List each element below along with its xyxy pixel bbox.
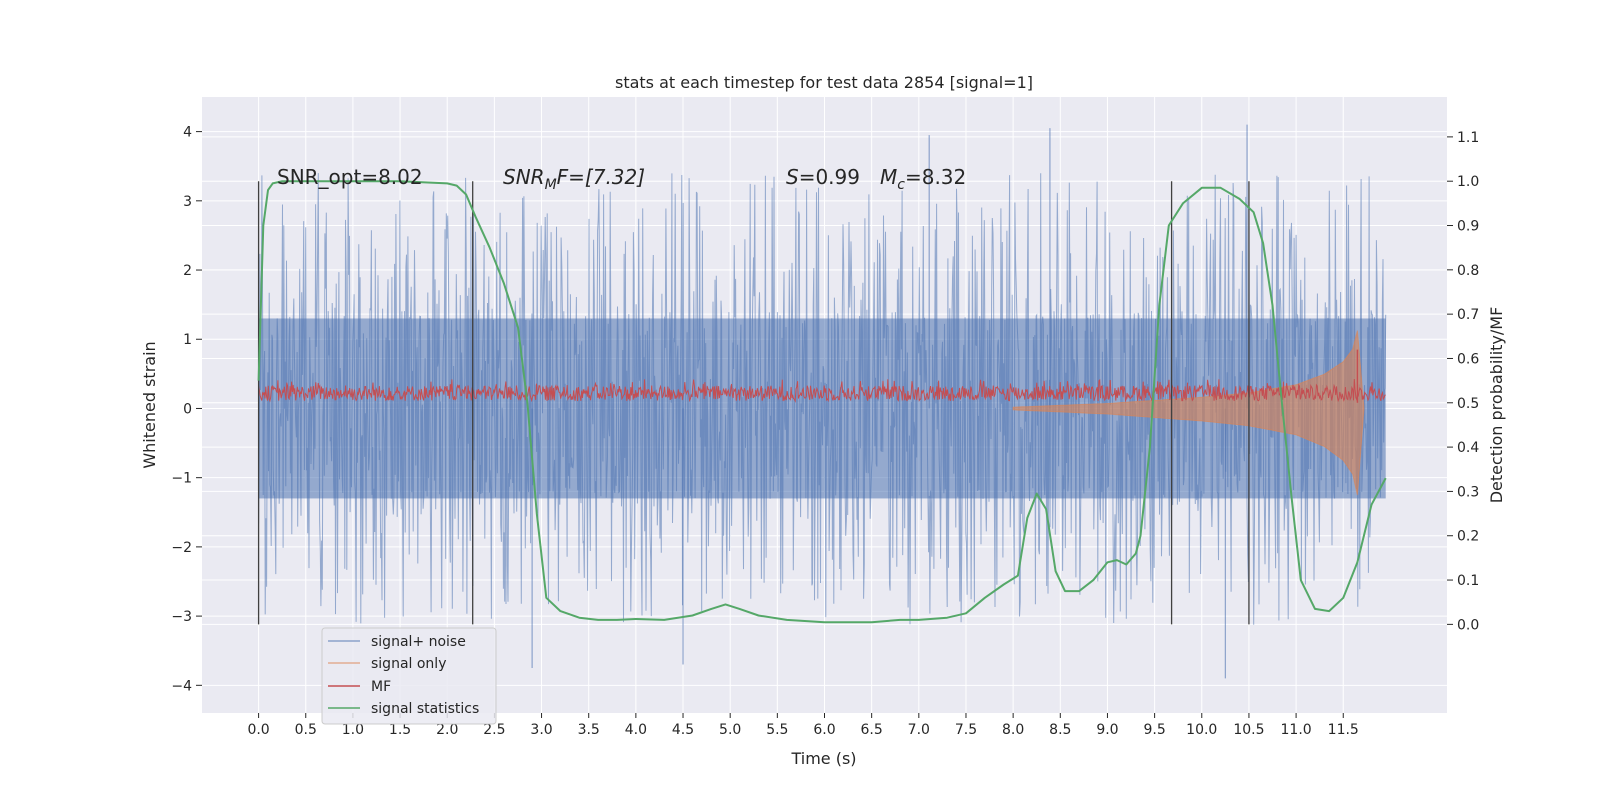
x-tick-label: 5.5 (766, 722, 788, 738)
x-tick-label: 3.0 (530, 722, 552, 738)
x-tick-label: 9.0 (1096, 722, 1118, 738)
x-axis-ticks: 0.0 0.5 1.0 1.5 2.0 2.5 3.0 3.5 4.0 4.5 5.0 5.5 6.0 6… (247, 713, 1359, 738)
x-tick-label: 1.5 (389, 722, 411, 738)
y2-axis-ticks: 1.1 1.0 0.9 0.8 0.7 0.6 0.5 0.4 0.3 0.2 0.1 0.0 (1447, 130, 1479, 633)
y-tick-label: 1 (183, 332, 192, 348)
x-tick-label: 6.5 (861, 722, 883, 738)
x-tick-label: 11.5 (1328, 722, 1359, 738)
x-tick-label: 8.0 (1002, 722, 1024, 738)
annotation-snr-opt: SNR_opt=8.02 (277, 165, 423, 189)
mf-trace (258, 378, 1386, 403)
vertical-markers (257, 181, 1250, 625)
x-tick-label: 7.0 (908, 722, 930, 738)
x-tick-label: 9.5 (1143, 722, 1165, 738)
chart-title: stats at each timestep for test data 285… (615, 73, 1033, 92)
annotation-mc-value: Mc=8.32 (880, 165, 966, 193)
y-tick-label: −2 (171, 540, 192, 556)
y-tick-label: 2 (183, 263, 192, 279)
y-axis-label: Whitened strain (140, 341, 159, 468)
x-tick-label: 8.5 (1049, 722, 1071, 738)
y2-axis-label: Detection probability/MF (1487, 307, 1506, 504)
y2-tick-label: 0.5 (1457, 396, 1479, 412)
y-tick-label: −1 (171, 471, 192, 487)
x-tick-label: 7.5 (955, 722, 977, 738)
y-tick-label: 4 (183, 125, 192, 141)
legend-label-signal-only: signal only (371, 656, 446, 672)
y2-tick-label: 0.8 (1457, 263, 1479, 279)
y2-tick-label: 0.2 (1457, 529, 1479, 545)
signal-statistics-line (257, 180, 1387, 624)
x-tick-label: 6.0 (813, 722, 835, 738)
x-tick-label: 10.0 (1186, 722, 1217, 738)
mf-series (258, 349, 1386, 403)
x-tick-label: 11.0 (1281, 722, 1312, 738)
y2-tick-label: 0.4 (1457, 440, 1479, 456)
y2-tick-label: 0.3 (1457, 484, 1479, 500)
x-tick-label: 0.0 (247, 722, 269, 738)
y2-tick-label: 0.6 (1457, 351, 1479, 367)
x-tick-label: 4.0 (625, 722, 647, 738)
y-tick-label: −3 (171, 609, 192, 625)
legend-label-signal-statistics: signal statistics (371, 701, 479, 717)
x-tick-label: 5.0 (719, 722, 741, 738)
legend-box (321, 627, 497, 725)
x-tick-label: 1.0 (342, 722, 364, 738)
legend-label-signal-noise: signal+ noise (371, 634, 466, 650)
legend: signal+ noise signal only MF signal stat… (321, 627, 497, 725)
legend-label-mf: MF (371, 679, 391, 695)
y-tick-label: −4 (171, 678, 192, 694)
y-tick-label: 3 (183, 194, 192, 210)
y2-tick-label: 1.0 (1457, 174, 1479, 190)
x-tick-label: 4.5 (672, 722, 694, 738)
y2-tick-label: 1.1 (1457, 130, 1479, 146)
annotation-snr-mf: SNRMF=[7.32] (503, 165, 645, 193)
x-tick-label: 2.0 (436, 722, 458, 738)
y2-tick-label: 0.9 (1457, 219, 1479, 235)
y2-tick-label: 0.1 (1457, 573, 1479, 589)
annotation-s-value: S=0.99 (786, 165, 860, 189)
x-tick-label: 3.5 (578, 722, 600, 738)
y-axis-ticks: 4 3 2 1 0 −1 −2 −3 −4 (171, 125, 202, 694)
y2-tick-label: 0.0 (1457, 617, 1479, 633)
signal-statistics-series (257, 180, 1387, 624)
x-tick-label: 0.5 (295, 722, 317, 738)
x-axis-label: Time (s) (790, 749, 856, 768)
x-tick-label: 10.5 (1233, 722, 1264, 738)
noise-trace (258, 173, 1387, 625)
x-tick-label: 2.5 (483, 722, 505, 738)
y-tick-label: 0 (183, 401, 192, 417)
y2-tick-label: 0.7 (1457, 307, 1479, 323)
